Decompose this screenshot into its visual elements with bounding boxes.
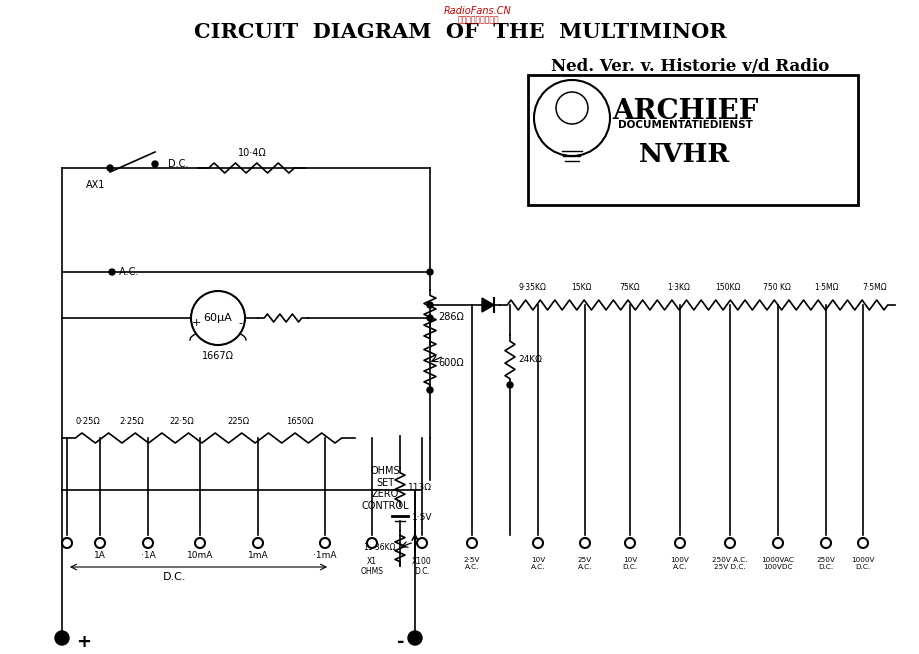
Text: CIRCUIT  DIAGRAM  OF  THE  MULTIMINOR: CIRCUIT DIAGRAM OF THE MULTIMINOR [194, 22, 725, 42]
Text: RadioFans.CN: RadioFans.CN [444, 6, 511, 16]
Text: 1667Ω: 1667Ω [202, 351, 233, 361]
Circle shape [195, 538, 205, 548]
Circle shape [320, 538, 330, 548]
Text: 225Ω: 225Ω [227, 417, 249, 426]
Text: 10V
A.C.: 10V A.C. [530, 557, 545, 570]
Text: 1000VAC
100VDC: 1000VAC 100VDC [761, 557, 794, 570]
Circle shape [426, 315, 433, 321]
Text: NVHR: NVHR [639, 142, 730, 167]
Text: 150KΩ: 150KΩ [715, 283, 740, 292]
Circle shape [467, 538, 476, 548]
Circle shape [152, 161, 158, 167]
Circle shape [857, 538, 867, 548]
Circle shape [416, 538, 426, 548]
Text: 2·25Ω: 2·25Ω [119, 417, 144, 426]
Text: Ned. Ver. v. Historie v/d Radio: Ned. Ver. v. Historie v/d Radio [550, 58, 828, 75]
Text: 1650Ω: 1650Ω [286, 417, 313, 426]
Circle shape [142, 538, 153, 548]
Circle shape [533, 80, 609, 156]
Text: +: + [191, 318, 200, 328]
Text: 0·25Ω: 0·25Ω [75, 417, 100, 426]
Circle shape [772, 538, 782, 548]
Text: 1mA: 1mA [247, 551, 268, 560]
Text: 从香机爱好者资料库: 从香机爱好者资料库 [457, 15, 498, 24]
Text: 1000V
D.C.: 1000V D.C. [850, 557, 874, 570]
Text: 250V A.C.
25V D.C.: 250V A.C. 25V D.C. [711, 557, 747, 570]
Circle shape [426, 269, 433, 275]
Text: 1·3KΩ: 1·3KΩ [667, 283, 689, 292]
Circle shape [675, 538, 685, 548]
Text: 24KΩ: 24KΩ [517, 356, 541, 364]
Circle shape [108, 269, 115, 275]
Text: ARCHIEF: ARCHIEF [611, 98, 757, 125]
Text: 22·5Ω: 22·5Ω [169, 417, 194, 426]
Text: 100V
A.C.: 100V A.C. [670, 557, 688, 570]
Text: 7·5MΩ: 7·5MΩ [862, 283, 886, 292]
Circle shape [62, 538, 72, 548]
Circle shape [555, 92, 587, 124]
Text: 250V
D.C.: 250V D.C. [816, 557, 834, 570]
Text: 10·4Ω: 10·4Ω [237, 148, 267, 158]
Text: 10mA: 10mA [187, 551, 213, 560]
Text: -: - [397, 633, 404, 651]
Text: X1
OHMS: X1 OHMS [360, 557, 383, 576]
Text: 286Ω: 286Ω [437, 312, 463, 322]
Text: ·1A: ·1A [141, 551, 155, 560]
Circle shape [191, 291, 244, 345]
Bar [528, 75, 857, 205]
Text: 15KΩ: 15KΩ [570, 283, 591, 292]
Text: 113Ω: 113Ω [407, 483, 432, 492]
Circle shape [107, 165, 113, 171]
Text: DOCUMENTATIEDIENST: DOCUMENTATIEDIENST [617, 120, 752, 130]
Text: X100
D.C.: X100 D.C. [412, 557, 431, 576]
Text: 10V
D.C.: 10V D.C. [622, 557, 637, 570]
Polygon shape [482, 298, 494, 312]
Circle shape [724, 538, 734, 548]
Text: 11·36KΩ: 11·36KΩ [363, 543, 395, 553]
Text: 2·5V
A.C.: 2·5V A.C. [463, 557, 480, 570]
Circle shape [426, 302, 433, 308]
Text: AX1: AX1 [86, 180, 106, 190]
Text: A.C.: A.C. [116, 267, 138, 277]
Circle shape [55, 631, 69, 645]
Circle shape [532, 538, 542, 548]
Text: ·1mA: ·1mA [312, 551, 336, 560]
Text: 25V
A.C.: 25V A.C. [577, 557, 592, 570]
Text: 1A: 1A [94, 551, 106, 560]
Text: 1·5V: 1·5V [412, 513, 432, 523]
Text: 600Ω: 600Ω [437, 358, 463, 368]
Circle shape [407, 631, 422, 645]
Circle shape [367, 538, 377, 548]
Text: +: + [76, 633, 91, 651]
Circle shape [624, 538, 634, 548]
Circle shape [820, 538, 830, 548]
Text: D.C.: D.C. [168, 159, 188, 169]
Text: 9·35KΩ: 9·35KΩ [517, 283, 545, 292]
Text: D.C.: D.C. [163, 572, 187, 582]
Circle shape [506, 382, 513, 388]
Text: 75KΩ: 75KΩ [619, 283, 640, 292]
Text: 60μA: 60μA [203, 313, 233, 323]
Circle shape [253, 538, 263, 548]
Circle shape [95, 538, 105, 548]
Text: 1·5MΩ: 1·5MΩ [813, 283, 837, 292]
Text: -: - [238, 318, 242, 328]
Circle shape [579, 538, 589, 548]
Circle shape [426, 387, 433, 393]
Text: OHMS
SET
ZERO
CONTROL: OHMS SET ZERO CONTROL [361, 466, 408, 511]
Text: 750 KΩ: 750 KΩ [762, 283, 790, 292]
